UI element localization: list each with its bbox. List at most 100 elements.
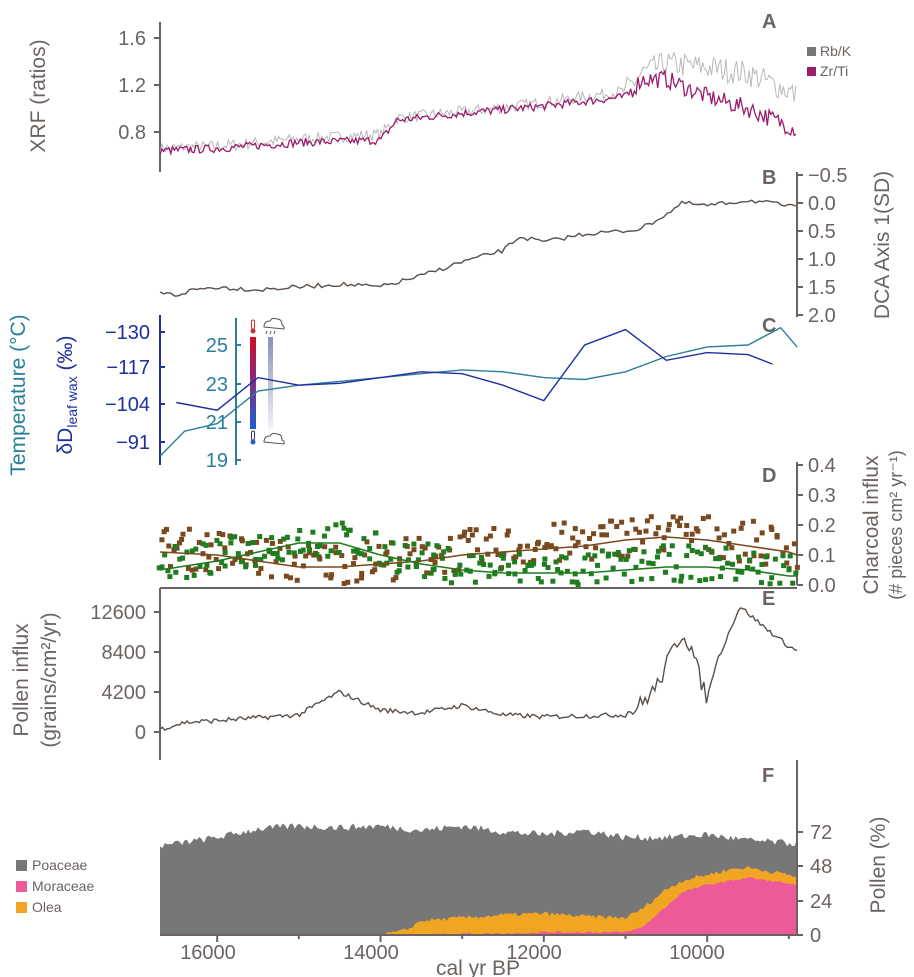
charcoal-point-green [245, 541, 251, 546]
charcoal-point-green [344, 532, 350, 538]
charcoal-point-green [725, 560, 731, 566]
charcoal-point-brown [185, 566, 191, 571]
panel-b-tick: 1.0 [808, 249, 836, 271]
charcoal-point-green [472, 579, 478, 585]
charcoal-point-brown [559, 529, 565, 535]
charcoal-point-brown [738, 525, 744, 531]
charcoal-point-green [486, 573, 492, 579]
charcoal-point-brown [166, 543, 172, 549]
charcoal-point-green [603, 575, 609, 581]
charcoal-point-brown [750, 518, 756, 524]
charcoal-point-brown [447, 535, 453, 541]
charcoal-point-brown [689, 538, 695, 544]
panel-e-tick: 4200 [102, 682, 147, 704]
charcoal-point-green [545, 565, 551, 570]
panel-c-temp-label: Temperature (°C) [7, 314, 30, 475]
charcoal-point-green [184, 575, 190, 580]
charcoal-point-green [222, 550, 228, 555]
x-axis-label: cal yr BP [436, 957, 520, 977]
panel-a-tick: 0.8 [118, 122, 146, 144]
charcoal-point-green [208, 570, 214, 576]
charcoal-point-brown [451, 568, 457, 574]
charcoal-point-brown [513, 554, 519, 560]
charcoal-point-brown [359, 575, 365, 581]
charcoal-point-green [679, 573, 685, 579]
charcoal-point-brown [561, 520, 567, 526]
charcoal-point-green [419, 550, 425, 556]
charcoal-point-green [599, 548, 605, 554]
charcoal-point-brown [758, 553, 764, 559]
charcoal-point-green [641, 549, 647, 555]
charcoal-point-green [373, 530, 379, 536]
charcoal-point-brown [475, 547, 480, 553]
series-line-temperature [159, 326, 798, 457]
charcoal-point-brown [333, 550, 339, 556]
charcoal-point-brown [714, 526, 720, 532]
charcoal-point-green [655, 554, 660, 560]
panel-d-tick: 0.2 [808, 515, 836, 537]
charcoal-point-brown [422, 545, 428, 551]
series-line-charcoal-brown [159, 536, 798, 568]
panel-e-y-label-units: (grains/cm²/yr) [38, 612, 61, 747]
charcoal-point-green [228, 540, 234, 546]
charcoal-point-green [222, 563, 228, 569]
area-olea [160, 865, 797, 935]
panel-e-tick: 8400 [102, 642, 147, 664]
charcoal-point-green [232, 534, 238, 540]
charcoal-point-green [355, 550, 361, 556]
charcoal-point-brown [303, 553, 309, 559]
charcoal-point-green [612, 551, 618, 557]
charcoal-point-green [555, 567, 561, 572]
panel-b-tick: 2.0 [808, 305, 836, 327]
charcoal-point-green [253, 562, 258, 568]
charcoal-point-brown [256, 570, 262, 576]
panel-e-letter: E [762, 588, 775, 610]
charcoal-point-green [535, 576, 541, 581]
charcoal-point-brown [306, 550, 312, 556]
charcoal-point-brown [432, 560, 438, 565]
charcoal-point-green [498, 566, 504, 572]
panel-a-y-label: XRF (ratios) [27, 39, 50, 152]
charcoal-point-brown [619, 519, 625, 525]
charcoal-point-brown [742, 551, 748, 557]
charcoal-point-green [572, 571, 578, 577]
charcoal-point-brown [220, 532, 226, 538]
charcoal-point-green [703, 544, 708, 550]
charcoal-point-green [638, 576, 644, 582]
series-line-dd-leaf-wax [176, 328, 773, 411]
charcoal-point-brown [619, 553, 625, 559]
panel-c-dd-tick: −130 [105, 322, 150, 344]
charcoal-point-green [297, 528, 303, 533]
charcoal-point-brown [655, 525, 661, 531]
charcoal-point-brown [504, 532, 510, 538]
charcoal-point-brown [583, 544, 589, 550]
panel-d: 0.4 0.3 0.2 0.1 0.0 Charcoal influx (# p… [156, 450, 906, 600]
charcoal-point-brown [258, 566, 264, 571]
charcoal-point-brown [213, 557, 219, 562]
panel-b-tick: 0.0 [808, 193, 836, 215]
charcoal-point-green [780, 553, 786, 559]
legend-label-zrti: Zr/Ti [820, 63, 848, 79]
charcoal-point-green [325, 553, 331, 559]
charcoal-point-brown [416, 535, 422, 541]
panel-a: 1.6 1.2 0.8 XRF (ratios) A Rb/K Zr/Ti [27, 11, 852, 172]
charcoal-point-brown [485, 551, 491, 557]
charcoal-point-brown [636, 529, 642, 535]
charcoal-point-brown [232, 557, 238, 563]
x-tick-label: 14000 [343, 942, 399, 964]
charcoal-point-brown [493, 547, 499, 553]
panel-f-tick: 0 [810, 925, 821, 947]
charcoal-point-brown [439, 552, 445, 558]
charcoal-point-brown [754, 537, 760, 543]
charcoal-point-brown [629, 517, 635, 523]
charcoal-point-brown [222, 545, 228, 551]
charcoal-point-brown [179, 537, 185, 542]
charcoal-point-brown [551, 521, 557, 527]
charcoal-point-brown [457, 534, 463, 540]
charcoal-point-green [793, 570, 799, 576]
charcoal-point-green [262, 553, 267, 559]
charcoal-point-brown [168, 564, 173, 570]
charcoal-point-green [492, 571, 498, 577]
charcoal-point-green [594, 579, 600, 585]
charcoal-point-brown [604, 532, 609, 538]
